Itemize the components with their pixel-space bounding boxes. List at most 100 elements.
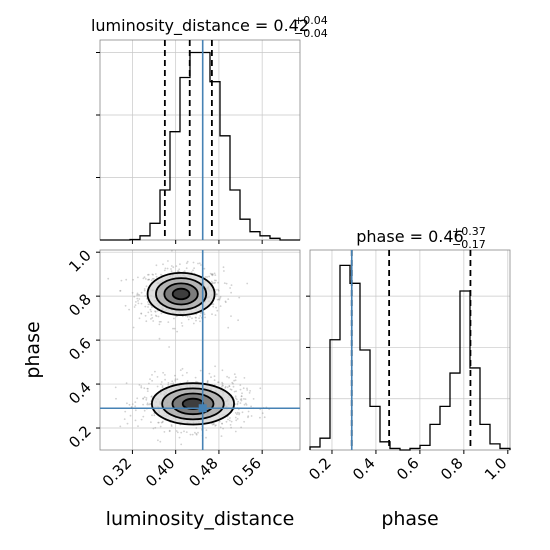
- sample-point: [175, 430, 178, 432]
- sample-point: [160, 320, 162, 323]
- sample-point: [217, 288, 220, 291]
- sample-point: [237, 319, 240, 322]
- sample-point: [215, 293, 218, 295]
- phase-title-value: 0.46: [428, 227, 464, 246]
- sample-point: [170, 382, 173, 385]
- sample-point: [146, 387, 149, 390]
- sample-point: [174, 378, 177, 381]
- sample-point: [220, 386, 223, 388]
- sample-point: [143, 288, 146, 290]
- sample-point: [246, 387, 248, 390]
- sample-point: [144, 305, 147, 308]
- sample-point: [146, 402, 149, 405]
- sample-point: [147, 278, 149, 281]
- x-tick-label: 0.48: [185, 454, 221, 490]
- sample-point: [164, 267, 167, 270]
- sample-point: [170, 265, 173, 267]
- sample-point: [222, 266, 225, 269]
- luminosity-distance-histogram-panel: luminosity_distance = 0.42 +0.04 −0.04: [91, 14, 328, 244]
- sample-point: [224, 300, 227, 303]
- sample-point: [250, 415, 253, 417]
- sample-point: [236, 418, 239, 420]
- sample-point: [227, 298, 230, 300]
- sample-point: [158, 320, 161, 323]
- sample-point: [221, 422, 224, 425]
- sample-point: [246, 282, 249, 285]
- sample-point: [158, 337, 161, 340]
- sample-point: [248, 392, 251, 394]
- sample-point: [136, 297, 139, 300]
- sample-point: [221, 382, 224, 385]
- sample-point: [136, 294, 138, 296]
- sample-point: [133, 295, 136, 298]
- sample-point: [144, 278, 147, 280]
- sample-point: [221, 369, 224, 372]
- sample-point: [236, 403, 239, 406]
- sample-point: [211, 273, 214, 276]
- sample-point: [170, 425, 173, 427]
- sample-point: [195, 432, 198, 435]
- phase-title-minus: −0.17: [452, 238, 486, 251]
- sample-point: [147, 303, 150, 306]
- sample-point: [160, 312, 163, 315]
- sample-point: [138, 384, 141, 386]
- sample-point: [151, 374, 153, 376]
- sample-point: [156, 385, 159, 388]
- sample-point: [146, 403, 149, 406]
- sample-point: [219, 426, 222, 429]
- sample-point: [175, 315, 178, 318]
- luminosity-distance-title-plus: +0.04: [294, 14, 328, 27]
- sample-point: [124, 304, 127, 307]
- sample-point: [240, 398, 243, 400]
- sample-point: [140, 302, 143, 305]
- sample-point: [206, 381, 209, 384]
- sample-point: [158, 323, 161, 326]
- sample-point: [155, 275, 158, 278]
- sample-point: [193, 267, 196, 270]
- sample-point: [245, 404, 248, 406]
- sample-point: [157, 421, 160, 424]
- sample-point: [195, 433, 198, 436]
- sample-point: [159, 425, 162, 428]
- sample-point: [236, 402, 239, 405]
- sample-point: [148, 403, 150, 406]
- sample-point: [200, 312, 202, 315]
- sample-point: [157, 315, 160, 318]
- sample-point: [210, 280, 213, 283]
- sample-point: [208, 275, 211, 278]
- sample-point: [230, 315, 232, 317]
- sample-point: [119, 290, 121, 292]
- sample-point: [143, 276, 146, 279]
- phase-title-eq: =: [405, 227, 429, 246]
- sample-point: [240, 426, 243, 429]
- sample-point: [172, 382, 175, 385]
- density-contour: [171, 287, 191, 301]
- sample-point: [176, 378, 179, 381]
- sample-point: [209, 272, 212, 275]
- sample-point: [239, 398, 242, 401]
- sample-point: [119, 289, 122, 292]
- sample-point: [154, 273, 157, 275]
- sample-point: [214, 274, 217, 276]
- sample-point: [214, 365, 217, 368]
- sample-point: [160, 273, 162, 276]
- sample-point: [239, 388, 242, 391]
- histogram-step-line: [100, 51, 300, 241]
- sample-point: [181, 367, 184, 370]
- sample-point: [238, 296, 241, 299]
- density-contour: [171, 392, 215, 416]
- luminosity-distance-title-value: 0.42: [273, 16, 309, 35]
- x-tick-label: 0.56: [229, 454, 265, 490]
- density-panel-frame: [99, 249, 301, 451]
- sample-point: [175, 265, 178, 267]
- sample-point: [240, 395, 243, 398]
- sample-point: [233, 379, 236, 382]
- luminosity-distance-title-eq: =: [250, 16, 274, 35]
- sample-point: [213, 423, 215, 426]
- sample-point: [245, 402, 247, 405]
- sample-point: [186, 371, 188, 374]
- sample-point: [198, 317, 201, 319]
- sample-point: [247, 410, 250, 413]
- sample-point: [204, 276, 207, 278]
- sample-point: [123, 418, 126, 420]
